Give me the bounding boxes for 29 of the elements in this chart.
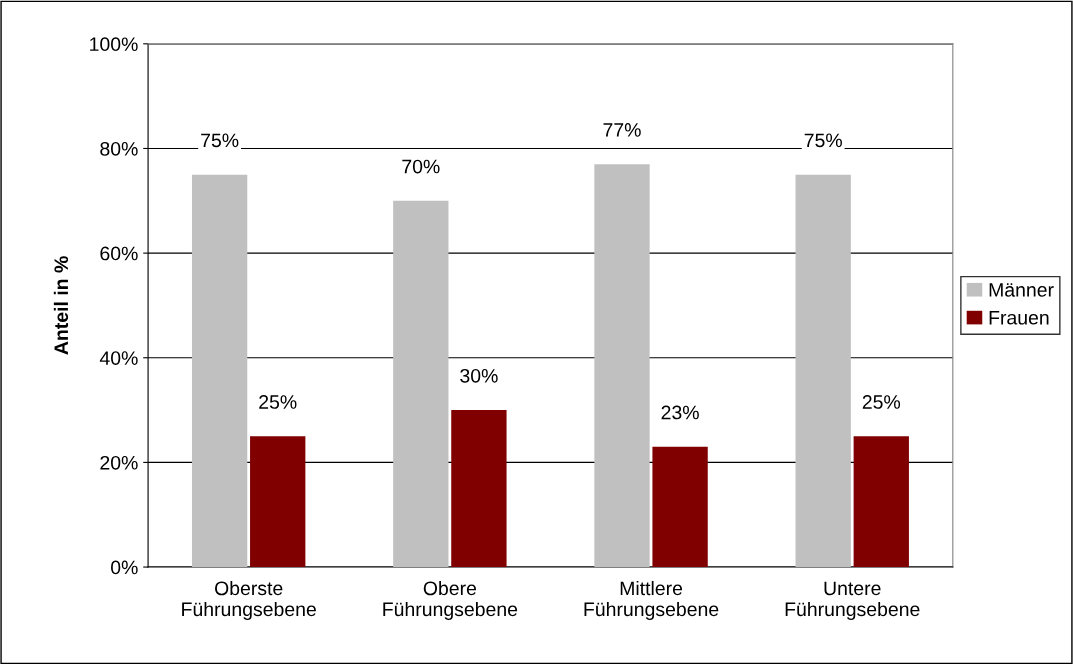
data-label: 25% [259, 395, 297, 409]
data-label: 77% [603, 123, 641, 137]
bar [250, 436, 306, 568]
y-axis-title: Anteil in % [53, 256, 69, 355]
y-tick-label: 20% [100, 455, 138, 470]
data-label: 70% [402, 159, 440, 174]
legend-label: Frauen [989, 311, 1049, 325]
data-label: 23% [661, 405, 699, 420]
x-tick-label: Untere Führungsebene [785, 581, 920, 621]
bar [795, 174, 851, 568]
y-tick-label: 100% [90, 37, 138, 52]
legend-label: Männer [989, 283, 1054, 297]
bar [652, 446, 708, 568]
bar [393, 200, 449, 568]
y-tick-label: 60% [100, 246, 138, 261]
x-tick-label: Obere Führungsebene [383, 580, 518, 621]
bar [451, 410, 507, 568]
x-tick-label: Oberste Führungsebene [182, 580, 316, 621]
y-tick-label: 80% [100, 141, 138, 156]
data-label: 75% [201, 133, 239, 148]
x-tick-label: Mittlere Führungsebene [584, 580, 719, 621]
y-tick-label: 0% [111, 560, 138, 575]
data-label: 25% [862, 395, 901, 409]
y-tick-label: 40% [99, 351, 138, 365]
bar [191, 174, 248, 568]
data-label: 75% [804, 133, 842, 148]
data-label: 30% [460, 368, 498, 383]
bar [594, 164, 650, 568]
bar [853, 436, 909, 568]
